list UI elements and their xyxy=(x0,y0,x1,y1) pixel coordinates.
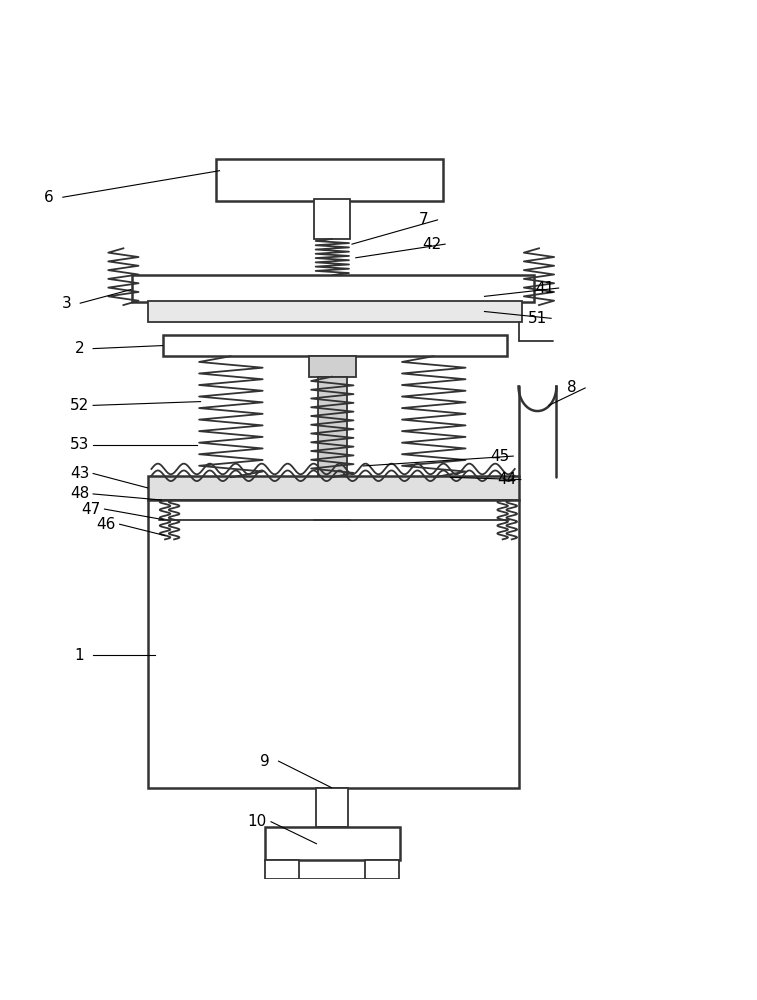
Bar xyxy=(309,477,356,492)
Text: 8: 8 xyxy=(567,380,576,395)
Text: 41: 41 xyxy=(535,281,555,296)
Bar xyxy=(216,159,443,201)
Bar xyxy=(148,301,522,322)
Text: 47: 47 xyxy=(81,502,101,517)
Bar xyxy=(132,275,534,302)
Bar xyxy=(299,879,366,892)
Bar xyxy=(265,827,400,860)
Bar xyxy=(265,860,299,879)
Bar xyxy=(159,500,509,539)
Text: 51: 51 xyxy=(528,311,547,326)
Bar xyxy=(316,788,348,827)
Text: 3: 3 xyxy=(62,296,71,311)
Bar xyxy=(309,539,356,553)
Text: 6: 6 xyxy=(45,190,54,205)
Bar xyxy=(309,356,356,377)
Bar xyxy=(148,476,519,500)
Text: 1: 1 xyxy=(75,648,84,663)
Bar xyxy=(318,377,347,477)
Text: 7: 7 xyxy=(419,212,428,227)
Bar xyxy=(163,335,507,356)
Text: 53: 53 xyxy=(70,437,89,452)
Text: 45: 45 xyxy=(490,449,509,464)
Text: 2: 2 xyxy=(75,341,84,356)
Text: 10: 10 xyxy=(248,814,267,829)
Bar xyxy=(148,500,519,788)
Bar xyxy=(365,860,399,879)
Text: 9: 9 xyxy=(260,754,269,769)
Text: 52: 52 xyxy=(70,398,89,413)
Text: 46: 46 xyxy=(96,517,116,532)
Bar xyxy=(314,199,350,239)
Text: 48: 48 xyxy=(70,486,89,501)
Text: 43: 43 xyxy=(70,466,89,481)
Text: 42: 42 xyxy=(422,237,441,252)
Text: 44: 44 xyxy=(497,472,517,487)
Bar xyxy=(314,500,350,539)
